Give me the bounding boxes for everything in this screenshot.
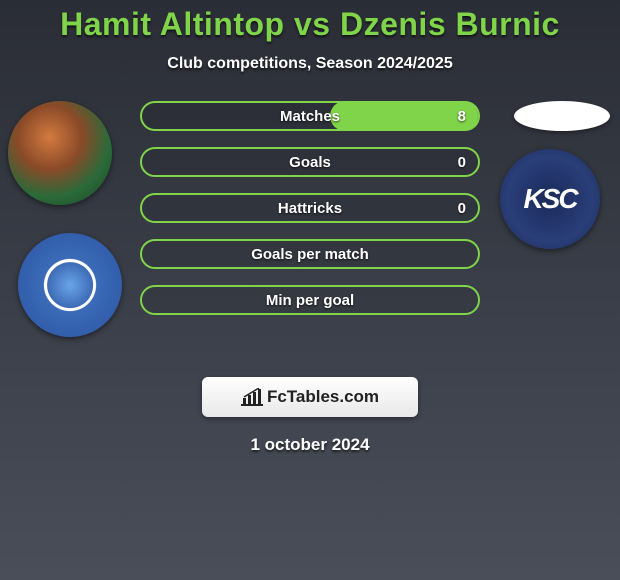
subtitle: Club competitions, Season 2024/2025	[0, 55, 620, 73]
stat-label: Hattricks	[278, 200, 342, 217]
header: Hamit Altintop vs Dzenis Burnic Club com…	[0, 0, 620, 73]
stat-label: Goals per match	[251, 246, 369, 263]
player-avatar-left	[8, 101, 112, 205]
date-text: 1 october 2024	[0, 435, 620, 455]
stat-fill-right	[330, 101, 478, 131]
stat-row-goals: Goals 0	[140, 147, 480, 177]
player-avatar-right	[514, 101, 610, 131]
club-badge-left	[18, 233, 122, 337]
club-badge-right: KSC	[500, 149, 600, 249]
ksc-badge-icon: KSC	[500, 149, 600, 249]
stat-label: Min per goal	[266, 292, 354, 309]
stat-row-mpg: Min per goal	[140, 285, 480, 315]
player-left	[8, 101, 112, 205]
stat-row-hattricks: Hattricks 0	[140, 193, 480, 223]
branding-badge: FcTables.com	[202, 377, 418, 417]
ksc-badge-text: KSC	[523, 183, 576, 215]
stat-row-gpm: Goals per match	[140, 239, 480, 269]
darmstadt-badge-icon	[18, 233, 122, 337]
page-title: Hamit Altintop vs Dzenis Burnic	[0, 6, 620, 43]
player-right	[514, 101, 610, 131]
branding-text: FcTables.com	[267, 387, 379, 407]
stat-label: Goals	[289, 154, 331, 171]
stat-value-right: 0	[458, 154, 466, 171]
comparison-area: KSC Matches 8 Goals 0 Hattricks 0 Goals …	[0, 101, 620, 361]
chart-icon	[241, 388, 263, 406]
stat-row-matches: Matches 8	[140, 101, 480, 131]
stat-value-right: 0	[458, 200, 466, 217]
stats-bars: Matches 8 Goals 0 Hattricks 0 Goals per …	[140, 101, 480, 315]
stat-label: Matches	[280, 108, 340, 125]
stat-value-right: 8	[458, 108, 466, 125]
